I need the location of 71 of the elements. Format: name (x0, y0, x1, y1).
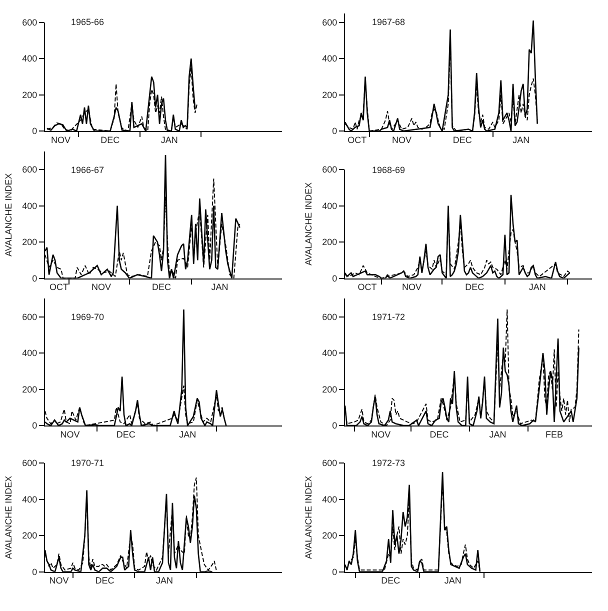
y-tick-label: 400 (322, 54, 338, 64)
y-tick-label: 600 (22, 17, 38, 28)
y-tick-label: 400 (22, 54, 38, 64)
y-tick-label: 400 (22, 200, 38, 211)
y-tick-label: 200 (322, 237, 338, 248)
text: 1971-72 (372, 312, 406, 322)
y-tick-label: 0 (332, 126, 338, 136)
y-tick-label: 600 (322, 164, 338, 175)
y-tick-label: 0 (32, 126, 38, 136)
y-tick-label: 200 (22, 90, 38, 100)
chart-title: 1972-73 (372, 458, 406, 468)
y-axis-title: AVALANCHE INDEX (303, 476, 314, 560)
y-tick-label: 600 (322, 312, 338, 322)
x-tick-label: JAN (489, 429, 506, 440)
y-tick-label: 400 (322, 200, 338, 211)
y-tick-label: 400 (22, 348, 38, 358)
x-tick-label: DEC (100, 134, 120, 145)
y-axis-title: AVALANCHE INDEX (3, 173, 14, 256)
chart-title: 1968-69 (372, 165, 406, 175)
x-tick-label: NOV (51, 134, 71, 145)
y-axis-title: AVALANCHE INDEX (3, 476, 14, 560)
y-tick-label: 400 (322, 348, 338, 358)
y-tick-label: 200 (22, 530, 38, 541)
x-tick-label: NOV (371, 429, 391, 440)
text: 1969-70 (71, 312, 104, 322)
x-tick-label: OCT (50, 282, 70, 292)
chart-title: 1970-71 (71, 458, 104, 468)
y-tick-label: 200 (322, 384, 338, 394)
y-tick-label: 600 (22, 458, 38, 468)
x-tick-label: JAN (528, 282, 546, 292)
x-tick-label: DEC (152, 282, 172, 292)
x-tick-label: DEC (95, 576, 115, 586)
y-tick-label: 400 (322, 494, 338, 504)
x-tick-label: FEB (546, 429, 564, 440)
chart-title: 1965-66 (71, 17, 104, 27)
y-tick-label: 600 (22, 164, 38, 175)
y-tick-label: 200 (22, 237, 38, 248)
y-tick-label: 200 (322, 530, 338, 541)
x-tick-label: OCT (358, 282, 378, 292)
text: 1966-67 (71, 165, 104, 175)
y-tick-label: 0 (32, 566, 38, 577)
y-tick-label: 600 (322, 17, 338, 28)
y-axis-title: AVALANCHE INDEX (303, 182, 314, 266)
y-tick-label: 200 (22, 384, 38, 394)
y-tick-label: 400 (22, 494, 38, 504)
y-tick-label: 0 (332, 420, 338, 431)
x-tick-label: JAN (444, 576, 462, 586)
y-tick-label: 0 (32, 420, 38, 431)
x-tick-label: JAN (179, 429, 196, 440)
x-tick-label: DEC (430, 429, 450, 440)
x-tick-label: OCT (348, 134, 368, 145)
x-tick-label: DEC (465, 282, 485, 292)
y-tick-label: 0 (332, 566, 338, 577)
x-tick-label: JAN (156, 576, 174, 586)
x-tick-label: NOV (392, 134, 412, 145)
y-tick-label: 0 (32, 273, 38, 284)
x-tick-label: DEC (452, 134, 472, 145)
y-tick-label: 600 (322, 458, 338, 468)
y-tick-label: 200 (322, 90, 338, 100)
x-tick-label: NOV (91, 282, 111, 292)
x-tick-label: DEC (381, 576, 401, 586)
x-tick-label: NOV (49, 576, 69, 586)
x-tick-label: JAN (160, 134, 178, 145)
x-tick-label: NOV (402, 282, 422, 292)
y-tick-label: 0 (332, 273, 338, 284)
x-tick-label: JAN (211, 282, 228, 292)
chart-title: 1967-68 (372, 17, 406, 27)
x-tick-label: NOV (60, 429, 80, 440)
x-tick-label: JAN (512, 134, 530, 145)
x-tick-label: DEC (116, 429, 136, 440)
y-tick-label: 600 (22, 312, 38, 322)
